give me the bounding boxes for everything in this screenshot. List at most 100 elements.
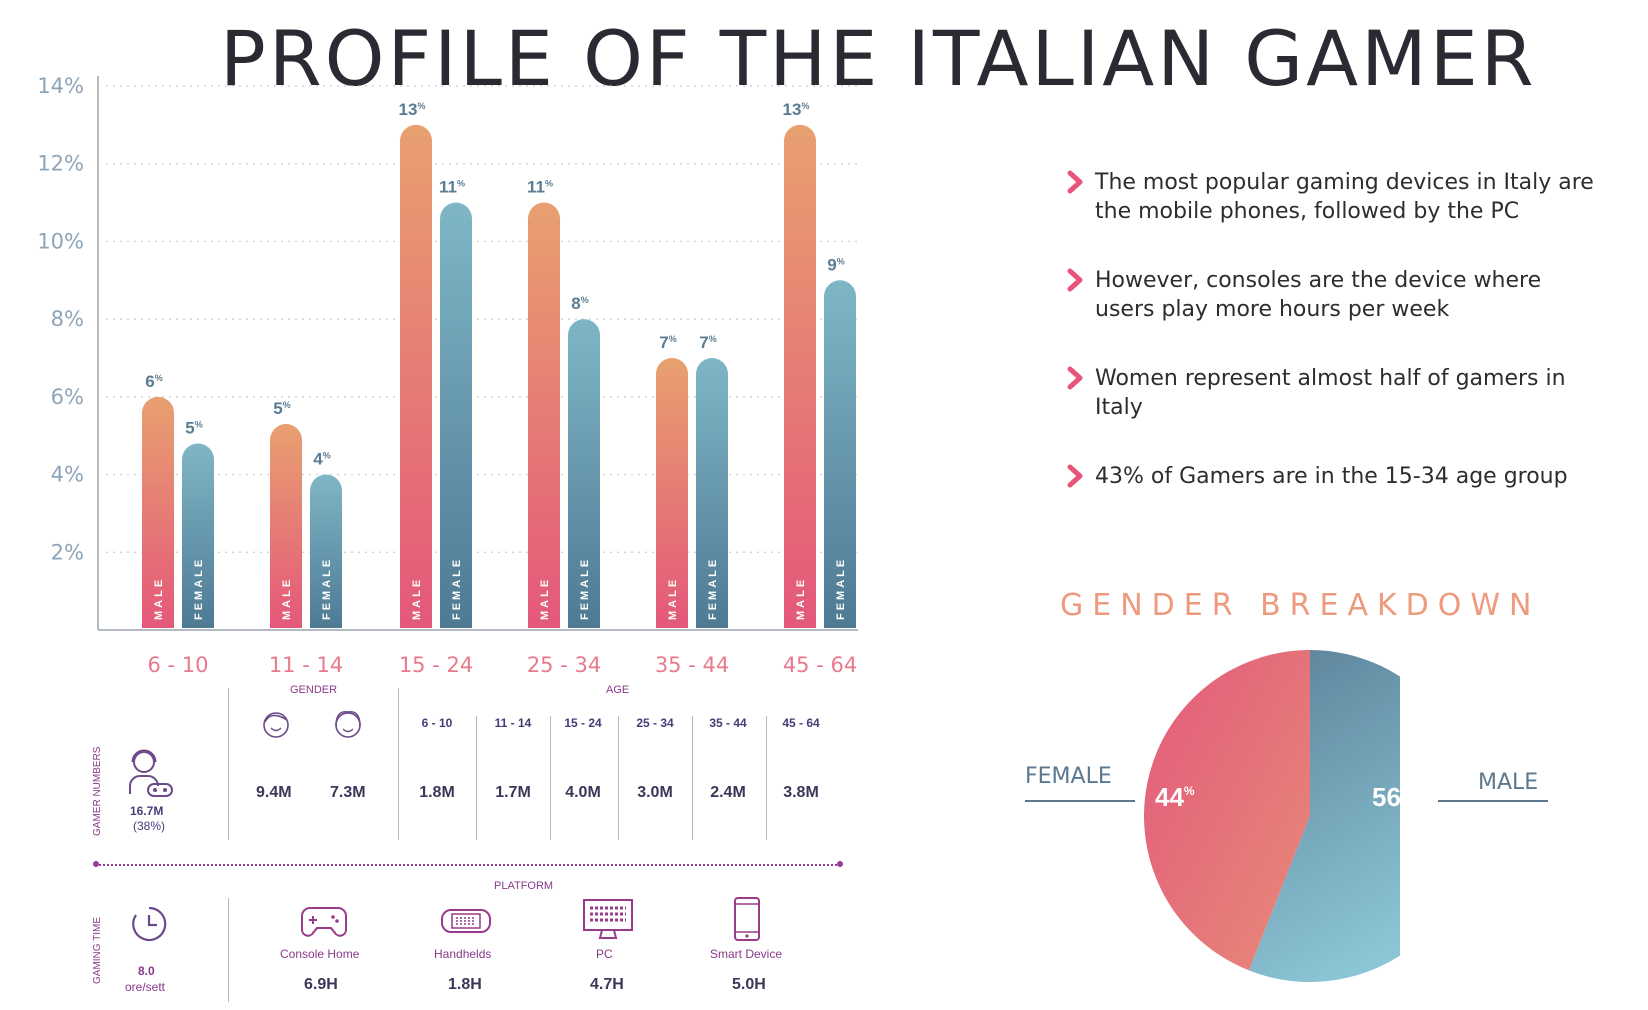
- bar-male: [528, 202, 560, 629]
- insights-list: The most popular gaming devices in Italy…: [1065, 168, 1605, 531]
- bar-value-label: 7%: [699, 333, 716, 352]
- pie-slice-male: [1248, 650, 1400, 982]
- gaming-time-unit: ore/sett: [125, 980, 166, 994]
- table-divider: [228, 688, 229, 840]
- pie-label-female: FEMALE: [1025, 764, 1112, 789]
- age-group-value: 1.7M: [495, 784, 531, 801]
- platform-label: Smart Device: [710, 947, 783, 961]
- pie-pct-male: 56%: [1372, 782, 1412, 812]
- bar-male: [270, 424, 302, 628]
- bar-series-label: FEMALE: [321, 557, 333, 620]
- x-category-label: 11 - 14: [269, 653, 343, 677]
- insight-text: However, consoles are the device where u…: [1095, 268, 1542, 322]
- gender-pie-chart: [1144, 650, 1400, 982]
- x-category-label: 15 - 24: [399, 653, 473, 677]
- bar-value-label: 5%: [273, 399, 290, 418]
- age-group-header: 45 - 64: [782, 716, 820, 730]
- bar-female: [182, 443, 214, 628]
- bar-female: [440, 202, 472, 629]
- pie-label-male: MALE: [1478, 770, 1539, 795]
- platform-value: 1.8H: [448, 976, 482, 993]
- y-tick-label: 2%: [51, 540, 84, 564]
- y-tick-label: 12%: [37, 152, 84, 176]
- gamepad-icon: [301, 907, 347, 937]
- insight-item: 43% of Gamers are in the 15-34 age group: [1065, 462, 1605, 491]
- total-gamers-pct: (38%): [133, 819, 166, 833]
- bar-value-label: 9%: [827, 255, 844, 274]
- bar-value-label: 6%: [145, 372, 162, 391]
- table-divider: [692, 716, 693, 840]
- bar-value-label: 13%: [399, 100, 426, 119]
- platform-value: 5.0H: [732, 976, 766, 993]
- bar-male: [142, 396, 174, 628]
- gamer-headset-icon: [129, 749, 173, 797]
- platform-value: 6.9H: [304, 976, 338, 993]
- bar-series-label: MALE: [539, 577, 551, 620]
- bar-series-label: FEMALE: [835, 557, 847, 620]
- section-divider: [96, 864, 840, 866]
- age-group-value: 2.4M: [710, 784, 746, 801]
- gender-header: GENDER: [290, 684, 338, 696]
- x-category-label: 6 - 10: [147, 653, 208, 677]
- table-divider: [766, 716, 767, 840]
- platform-label: Console Home: [280, 947, 360, 961]
- x-category-label: 25 - 34: [527, 653, 601, 677]
- bar-series-label: MALE: [411, 577, 423, 620]
- bar-value-label: 8%: [571, 294, 588, 313]
- bar-female: [824, 280, 856, 628]
- platform-header: PLATFORM: [494, 880, 554, 892]
- platform-value: 4.7H: [590, 976, 624, 993]
- bar-male: [784, 124, 816, 628]
- age-group-header: 11 - 14: [494, 716, 532, 730]
- insight-item: Women represent almost half of gamers in…: [1065, 364, 1605, 422]
- table-divider: [398, 688, 399, 840]
- insight-text: The most popular gaming devices in Italy…: [1095, 170, 1594, 224]
- male-gamers-value: 9.4M: [256, 784, 292, 801]
- y-tick-label: 10%: [37, 229, 84, 253]
- pie-leader-line-male: [1438, 800, 1548, 802]
- bar-series-label: FEMALE: [579, 557, 591, 620]
- gamer-numbers-label: GAMER NUMBERS: [92, 746, 103, 836]
- insight-item: However, consoles are the device where u…: [1065, 266, 1605, 324]
- gaming-time-label: GAMING TIME: [92, 916, 103, 984]
- pie-pct-female: 44%: [1155, 782, 1195, 812]
- bar-value-label: 11%: [439, 178, 465, 197]
- age-header: AGE: [606, 684, 630, 696]
- bar-series-label: FEMALE: [193, 557, 205, 620]
- y-tick-label: 4%: [51, 463, 84, 487]
- y-tick-label: 14%: [37, 74, 84, 98]
- age-group-value: 3.8M: [783, 784, 819, 801]
- chevron-right-icon: [1067, 366, 1083, 390]
- table-divider: [228, 898, 229, 1002]
- female-gamers-value: 7.3M: [330, 784, 366, 801]
- female-face-icon: [335, 710, 361, 738]
- age-group-value: 1.8M: [419, 784, 455, 801]
- bar-value-label: 4%: [313, 450, 330, 469]
- age-group-value: 3.0M: [637, 784, 673, 801]
- age-group-header: 15 - 24: [564, 716, 602, 730]
- bar-series-label: MALE: [281, 577, 293, 620]
- pie-leader-line-female: [1025, 800, 1135, 802]
- age-group-value: 4.0M: [565, 784, 601, 801]
- chevron-right-icon: [1067, 268, 1083, 292]
- age-group-header: 6 - 10: [421, 716, 453, 730]
- bar-value-label: 5%: [185, 418, 202, 437]
- bar-female: [310, 474, 342, 628]
- table-divider: [476, 716, 477, 840]
- bar-series-label: MALE: [667, 577, 679, 620]
- bar-female: [568, 319, 600, 628]
- bar-value-label: 7%: [659, 333, 676, 352]
- gender-breakdown-title: GENDER BREAKDOWN: [1060, 588, 1541, 623]
- bar-series-label: MALE: [795, 577, 807, 620]
- table-divider: [618, 716, 619, 840]
- handheld-icon: [441, 909, 491, 933]
- bar-male: [656, 358, 688, 628]
- x-category-label: 35 - 44: [655, 653, 729, 677]
- male-face-icon: [263, 712, 289, 738]
- total-gaming-time: 8.0: [138, 964, 155, 978]
- x-category-label: 45 - 64: [783, 653, 857, 677]
- bar-female: [696, 358, 728, 628]
- pie-slice-female: [1144, 650, 1310, 971]
- pc-icon: [583, 899, 633, 939]
- platform-label: Handhelds: [434, 947, 492, 961]
